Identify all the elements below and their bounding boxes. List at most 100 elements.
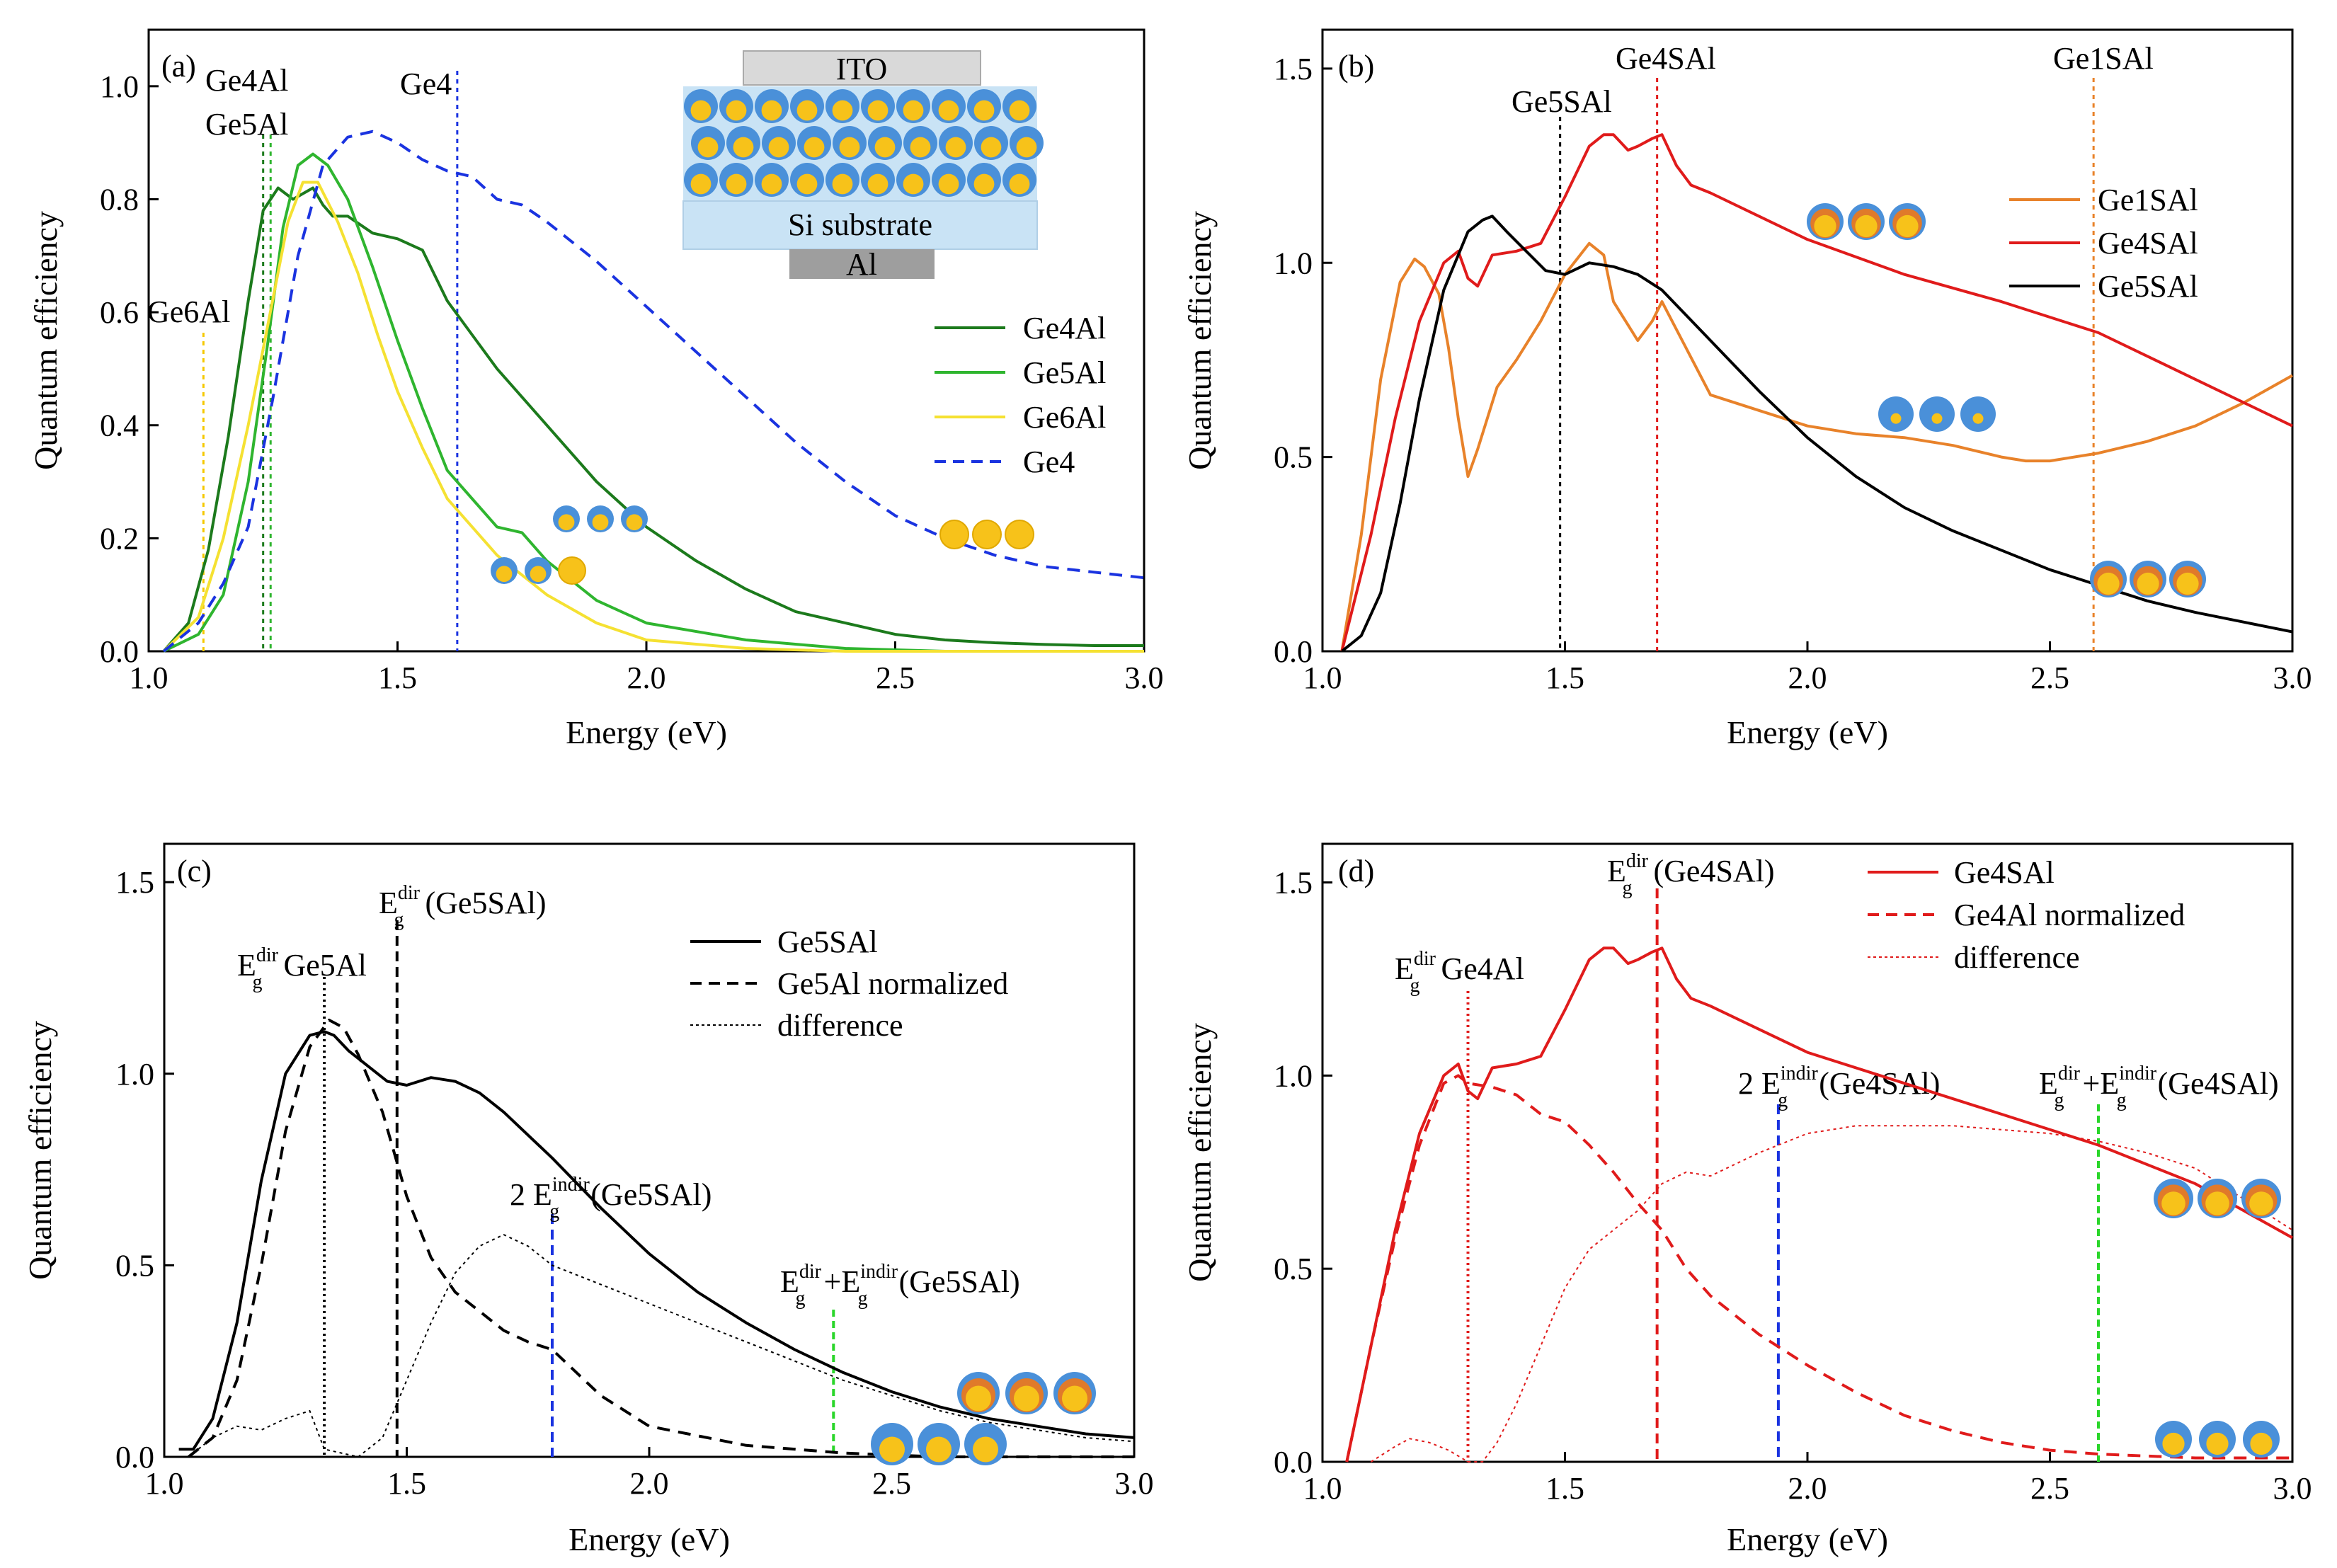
series-line-ge5sal [178, 1030, 1135, 1451]
marker-label-ge4: Ge4 [400, 67, 452, 101]
panel-c-xticks: 1.0 1.5 2.0 2.5 3.0 [145, 1447, 1154, 1501]
legend-label-ge4al: Ge4Al [1023, 311, 1106, 345]
y-tick-label: 1.0 [1274, 1058, 1313, 1093]
marker-label-ge6al: Ge6Al [147, 294, 230, 329]
legend-label-ge5al: Ge5Al [1023, 355, 1106, 390]
nanoparticle-core [2249, 1191, 2273, 1215]
nanoparticle-core [726, 173, 747, 195]
nanoparticle-core [626, 514, 643, 531]
panel-b-tag: (b) [1338, 49, 1374, 84]
y-tick-label: 0.6 [100, 295, 139, 330]
series-line-difference [1370, 1125, 2293, 1463]
annotation-eg-dir-ge4al: Edir g Ge4Al [1395, 948, 1524, 997]
x-tick-label: 2.0 [630, 1466, 669, 1501]
nanoparticle-core [867, 100, 888, 121]
nanoparticle-core [761, 173, 782, 195]
series-line-ge4al [162, 186, 1144, 653]
nanoparticle-core [981, 137, 1002, 158]
panel-a-xticks: 1.0 1.5 2.0 2.5 3.0 [130, 641, 1164, 695]
series-line-ge5al-normalized [188, 1019, 1134, 1458]
x-tick-label: 3.0 [1125, 660, 1164, 695]
nanoparticle-core [1062, 1385, 1087, 1412]
series-line-ge6al [162, 181, 1144, 653]
series-line-ge5al [163, 152, 1144, 653]
nanoparticle-core [761, 100, 782, 121]
nanoparticle-core [1014, 1385, 1039, 1412]
panel-d-frame [1321, 842, 2294, 1463]
panel-c-frame [163, 842, 1136, 1458]
panel-d-xticks: 1.0 1.5 2.0 2.5 3.0 [1303, 1452, 2312, 1506]
x-tick-label: 1.0 [1303, 660, 1342, 695]
y-tick-label: 0.0 [115, 1440, 154, 1475]
nanoparticle-core [973, 173, 995, 195]
panel-d: (d) 0.0 0.5 1.0 1.5 1.0 1.5 2.0 2.5 3.0 Energy … [1182, 842, 2312, 1557]
panel-b-series [1340, 133, 2293, 653]
panel-b-frame [1321, 28, 2294, 653]
panel-c-ylabel: Quantum efficiency [22, 1021, 58, 1280]
ito-label: ITO [836, 52, 888, 86]
x-tick-label: 2.0 [627, 660, 666, 695]
legend-label-ge4: Ge4 [1023, 445, 1075, 479]
x-tick-label: 2.5 [2030, 660, 2069, 695]
al-contact-layer [789, 249, 935, 279]
series-line-ge4al-normalized [1345, 1074, 2292, 1463]
nanoparticle-core [768, 137, 789, 158]
nanoparticle-core [903, 100, 924, 121]
x-tick-label: 1.0 [1303, 1471, 1342, 1506]
legend-label-difference-c: difference [777, 1008, 903, 1043]
x-tick-label: 1.5 [387, 1466, 426, 1501]
legend-label-difference-d: difference [1954, 940, 2080, 975]
device-inset: ITO Si substrate Al [682, 50, 1044, 282]
nanoparticle-core [832, 173, 853, 195]
series-line-ge4sal [1340, 133, 2293, 652]
y-tick-label: 1.0 [1274, 246, 1313, 280]
marker-label-ge4sal: Ge4SAl [1616, 41, 1716, 76]
nanoparticle-core [558, 514, 575, 531]
panel-c-yticks: 0.0 0.5 1.0 1.5 [115, 865, 174, 1475]
x-tick-label: 3.0 [1115, 1466, 1154, 1501]
panel-d-series [1345, 946, 2293, 1463]
nanoparticle-core [690, 173, 712, 195]
nanoparticle-core [2137, 572, 2159, 595]
nanoparticle-core [1972, 413, 1984, 424]
nanoparticle-core [1855, 214, 1878, 238]
nanoparticle-core [1931, 413, 1943, 424]
nanoparticle-core [1011, 530, 1028, 546]
nanoparticle-core [1009, 100, 1030, 121]
annotation-eg-dir-ge5al: Edir g Ge5Al [237, 944, 367, 993]
panel-c: (c) 0.0 0.5 1.0 1.5 1.0 1.5 2.0 2.5 3.0 Energy … [22, 842, 1154, 1557]
nanoparticle-core [2161, 1191, 2185, 1215]
nanoparticle-core [903, 173, 924, 195]
panel-a-legend: Ge4Al Ge5Al Ge6Al Ge4 [935, 311, 1106, 479]
nanoparticle-core [530, 566, 547, 583]
nanoparticle-core [1814, 214, 1836, 238]
nanoparticle-core [945, 137, 966, 158]
y-tick-label: 0.0 [1274, 1445, 1313, 1480]
panel-a-series [162, 130, 1145, 653]
series-line-ge4sal [1345, 946, 2293, 1463]
x-tick-label: 3.0 [2273, 1471, 2312, 1506]
y-tick-label: 0.2 [100, 521, 139, 556]
panel-b-ylabel: Quantum efficiency [1182, 211, 1218, 470]
marker-label-ge5al: Ge5Al [205, 107, 288, 142]
y-tick-label: 0.5 [115, 1248, 154, 1283]
nanoparticle-core [973, 1436, 998, 1463]
annotation-2eg-indir: 2 Eindir g (Ge5SAl) [510, 1174, 712, 1223]
nanoparticle-core [796, 100, 818, 121]
nanoparticle-core [1016, 137, 1037, 158]
panel-a-nanoparticle-icons [491, 505, 1034, 585]
legend-label-ge4al-normalized: Ge4Al normalized [1954, 898, 2185, 932]
annotation-eg-dir-ge5sal: Edir g (Ge5SAl) [379, 882, 547, 931]
legend-label-ge5sal: Ge5SAl [2098, 269, 2198, 304]
ito-layer [743, 50, 981, 86]
y-tick-label: 1.5 [1274, 866, 1313, 900]
panel-d-tag: (d) [1338, 854, 1374, 888]
nanoparticle-core [946, 530, 963, 546]
legend-label-ge5al-normalized: Ge5Al normalized [777, 966, 1008, 1001]
x-tick-label: 1.5 [1545, 660, 1584, 695]
panel-c-legend: Ge5SAl Ge5Al normalized difference [690, 925, 1008, 1043]
series-line-ge5sal [1341, 214, 2293, 653]
panel-a-xlabel: Energy (eV) [566, 714, 727, 750]
nanoparticle-core [2097, 572, 2120, 595]
nanoparticle-core [592, 514, 609, 531]
